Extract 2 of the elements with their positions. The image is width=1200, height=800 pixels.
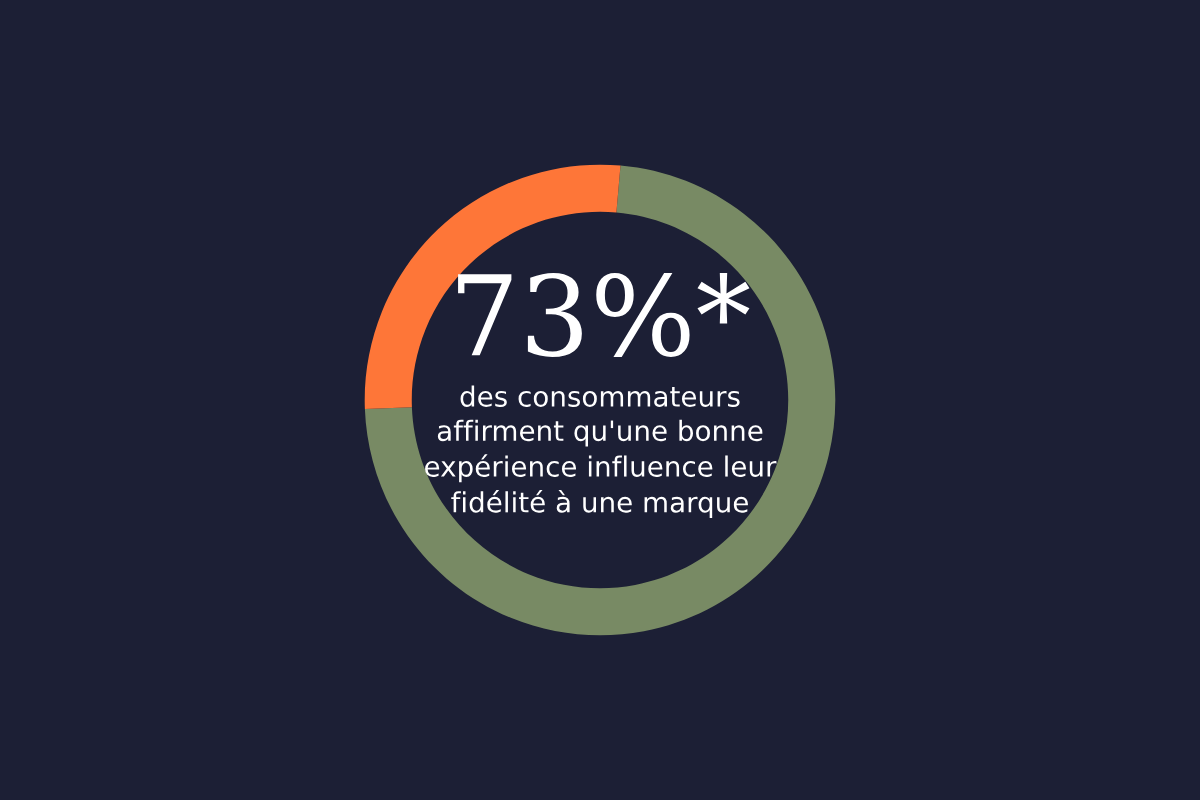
text: 73%* (458, 272, 750, 357)
text: des consommateurs affirment qu'une bonne expérience influence leur fidélité à une marque (425, 385, 777, 519)
